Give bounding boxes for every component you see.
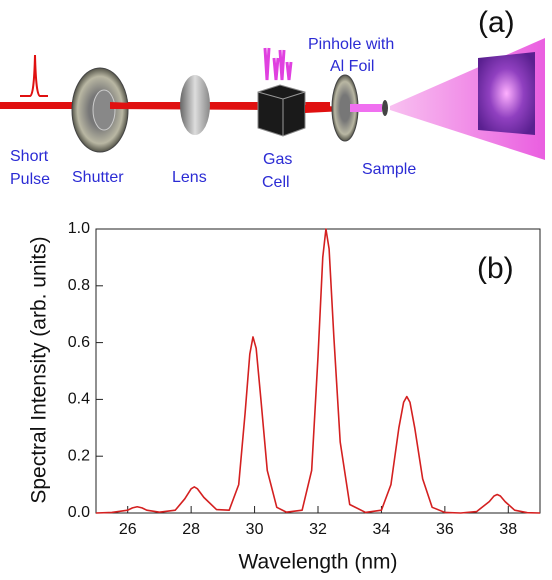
lens	[180, 75, 210, 135]
shutter-blades	[92, 89, 116, 131]
y-tick-label: 0.8	[68, 277, 90, 294]
xuv-beam	[350, 104, 382, 112]
component-label: Short	[10, 148, 49, 165]
component-label: Shutter	[72, 169, 124, 186]
pulse-icon	[20, 54, 48, 97]
x-tick-label: 36	[436, 521, 454, 538]
x-tick-label: 34	[373, 521, 391, 538]
y-tick-label: 1.0	[68, 220, 90, 237]
component-label: Al Foil	[330, 58, 374, 75]
y-axis-title: Spectral Intensity (arb. units)	[28, 236, 51, 503]
x-tick-label: 38	[499, 521, 517, 538]
y-tick-label: 0.0	[68, 504, 90, 521]
panel-label: (a)	[478, 6, 515, 39]
component-label: Gas	[263, 151, 292, 168]
setup-diagram: (a) Short Pulse Shutter Lens Gas Cell Pi…	[0, 6, 545, 191]
detector	[478, 52, 535, 135]
component-label: Pinhole with	[308, 36, 394, 53]
x-tick-label: 28	[182, 521, 200, 538]
spectrum-line	[95, 228, 541, 514]
x-axis-title: Wavelength (nm)	[238, 551, 397, 574]
panel-label: (b)	[477, 252, 514, 285]
component-label: Cell	[262, 174, 290, 191]
component-label: Sample	[362, 161, 416, 178]
component-label: Lens	[172, 169, 207, 186]
harmonics-icon	[263, 47, 293, 81]
x-tick-label: 30	[246, 521, 264, 538]
x-tick-label: 26	[119, 521, 137, 538]
spectrum-chart: (b) Wavelength (nm) Spectral Intensity (…	[28, 220, 541, 574]
sample	[382, 100, 388, 116]
y-tick-label: 0.2	[68, 447, 90, 464]
component-label: Pulse	[10, 171, 50, 188]
x-tick-label: 32	[309, 521, 327, 538]
gas-cell	[257, 84, 306, 137]
y-tick-label: 0.6	[68, 334, 90, 351]
y-tick-label: 0.4	[68, 391, 90, 408]
